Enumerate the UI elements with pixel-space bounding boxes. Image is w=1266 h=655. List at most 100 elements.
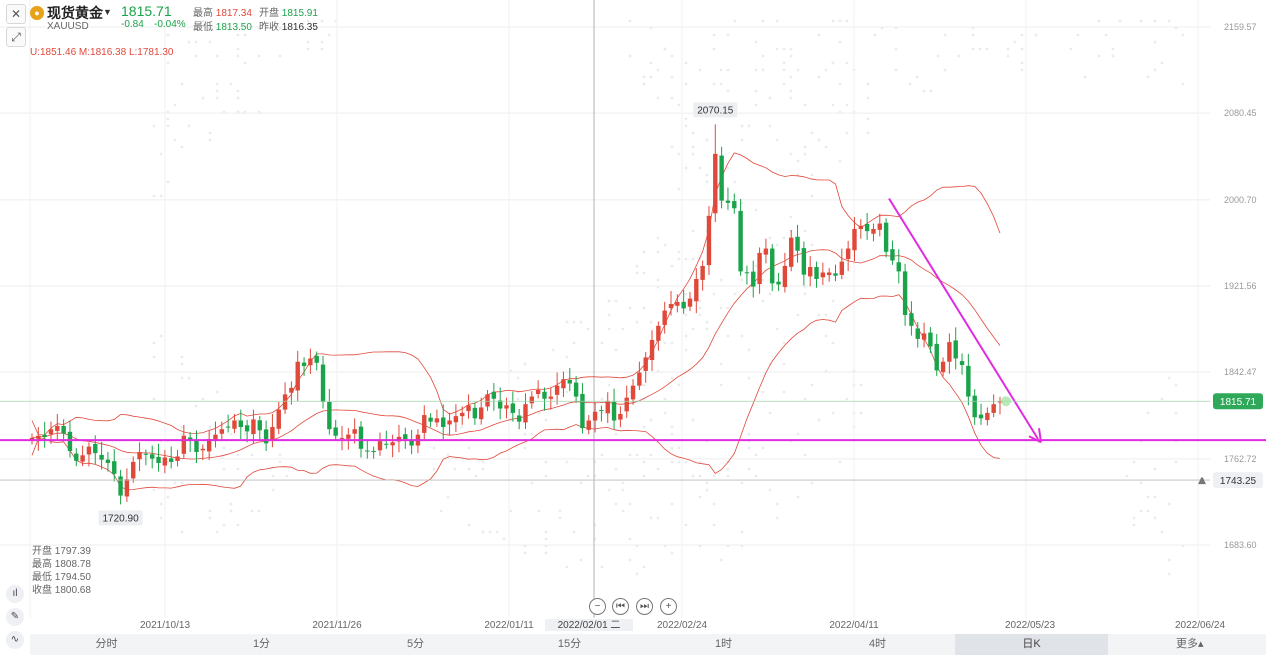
- map-dot: [656, 278, 660, 282]
- tab-daily[interactable]: 日K: [955, 634, 1108, 655]
- candle-body: [175, 456, 180, 461]
- map-dot: [467, 523, 471, 527]
- map-dot: [152, 397, 156, 401]
- candle-body: [365, 450, 370, 452]
- map-dot: [782, 61, 786, 65]
- map-dot: [817, 33, 821, 37]
- chevron-down-icon[interactable]: ▼: [103, 7, 112, 17]
- zoom-in-icon[interactable]: +: [660, 598, 677, 615]
- zoom-out-icon[interactable]: −: [589, 598, 606, 615]
- map-dot: [159, 194, 163, 198]
- map-dot: [740, 530, 744, 534]
- chart-grid: [0, 0, 1210, 618]
- tab-1h[interactable]: 1时: [714, 638, 733, 650]
- map-dot: [635, 572, 639, 576]
- annotations[interactable]: [0, 197, 1266, 481]
- map-dot: [859, 383, 863, 387]
- x-tick-label: 2021/10/13: [140, 620, 190, 631]
- map-dot: [327, 33, 331, 37]
- map-dot: [831, 299, 835, 303]
- map-dot: [796, 68, 800, 72]
- tab-15min[interactable]: 15分: [557, 638, 582, 650]
- map-dot: [677, 446, 681, 450]
- indicator-icon[interactable]: ıl: [6, 585, 24, 603]
- map-dot: [775, 516, 779, 520]
- map-dot: [250, 509, 254, 513]
- map-dot: [565, 565, 569, 569]
- map-dot: [670, 75, 674, 79]
- candle-body: [320, 364, 326, 402]
- map-dot: [201, 19, 205, 23]
- candle-body: [554, 385, 560, 395]
- map-dot: [705, 327, 709, 331]
- map-dot: [740, 334, 744, 338]
- map-dot: [845, 103, 849, 107]
- map-dot: [726, 33, 730, 37]
- max-label-bg: [693, 102, 738, 118]
- map-dot: [236, 47, 240, 51]
- candle-body: [586, 420, 591, 430]
- tab-1min[interactable]: 1分: [252, 638, 271, 650]
- pencil-icon[interactable]: ✎: [6, 608, 24, 626]
- candle-body: [681, 301, 686, 309]
- chart-type-icon[interactable]: ∿: [6, 631, 24, 649]
- map-dot: [803, 397, 807, 401]
- candle-body: [428, 417, 433, 422]
- map-dot: [432, 467, 436, 471]
- tab-4h[interactable]: 4时: [868, 638, 887, 650]
- symbol-name[interactable]: 现货黄金: [47, 5, 103, 21]
- candle-body: [55, 425, 60, 431]
- candle-body: [516, 415, 522, 422]
- map-dot: [551, 348, 555, 352]
- map-dot: [838, 460, 842, 464]
- candle-body: [928, 332, 933, 347]
- map-dot: [712, 33, 716, 37]
- map-dot: [642, 565, 646, 569]
- map-dot: [544, 460, 548, 464]
- map-dot: [1146, 495, 1150, 499]
- map-dot: [845, 397, 849, 401]
- candle-body: [479, 407, 484, 420]
- map-dot: [838, 19, 842, 23]
- tab-timeline[interactable]: 分时: [95, 638, 118, 650]
- map-dot: [873, 33, 877, 37]
- map-dot: [684, 166, 688, 170]
- last-price: 1815.71: [121, 3, 172, 19]
- candle-body: [542, 391, 547, 399]
- map-dot: [929, 89, 933, 93]
- candle-body: [358, 426, 364, 449]
- skip-forward-icon[interactable]: ⏭: [636, 598, 653, 615]
- map-dot: [1167, 558, 1171, 562]
- map-dot: [607, 313, 611, 317]
- candle-body: [333, 427, 338, 436]
- map-dot: [803, 103, 807, 107]
- map-dot: [229, 82, 233, 86]
- map-dot: [656, 96, 660, 100]
- map-dot: [607, 383, 611, 387]
- map-dot: [1006, 54, 1010, 58]
- map-dot: [943, 68, 947, 72]
- map-dot: [845, 131, 849, 135]
- map-dot: [768, 411, 772, 415]
- map-dot: [775, 138, 779, 142]
- crosshair-x-label: 2022/02/01 二: [558, 620, 621, 631]
- map-dot: [1181, 82, 1185, 86]
- map-dot: [642, 250, 646, 254]
- map-dot: [215, 530, 219, 534]
- candle-body: [978, 414, 984, 419]
- map-dot: [649, 453, 653, 457]
- map-dot: [600, 341, 604, 345]
- more-button[interactable]: 更多▴: [1176, 638, 1204, 650]
- map-dot: [712, 47, 716, 51]
- map-dot: [530, 481, 534, 485]
- price-change-pct: -0.04%: [154, 19, 186, 30]
- map-dot: [656, 250, 660, 254]
- close-icon[interactable]: ✕: [6, 4, 26, 24]
- skip-back-icon[interactable]: ⏮: [612, 598, 629, 615]
- draw-line-icon[interactable]: ⤢: [6, 27, 26, 47]
- candle-body: [902, 271, 908, 315]
- candle-body: [48, 429, 54, 435]
- tab-5min[interactable]: 5分: [406, 638, 425, 650]
- candlestick-chart[interactable]: 2159.57 2080.45 2000.70 1921.56 1842.47 1762.…: [0, 0, 1266, 632]
- map-dot: [607, 327, 611, 331]
